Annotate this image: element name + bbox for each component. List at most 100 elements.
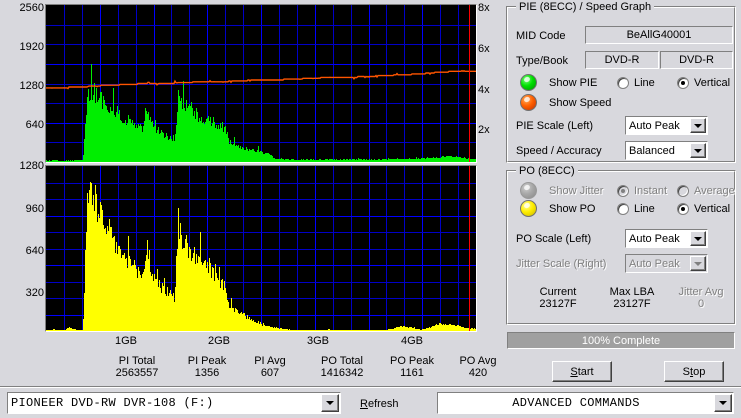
po-bar <box>123 255 124 331</box>
pie-bar <box>91 64 92 162</box>
chevron-down-icon[interactable] <box>321 394 339 412</box>
gridline-horizontal <box>46 199 476 200</box>
pie-bar <box>134 123 135 162</box>
po-scale-combobox[interactable]: Auto Peak <box>625 229 708 248</box>
pie-bar <box>92 100 93 162</box>
po-bar <box>215 264 216 331</box>
chevron-down-icon[interactable] <box>690 118 706 133</box>
pie-bar <box>170 136 171 162</box>
pie-bar <box>312 160 313 162</box>
po-vertical-radio[interactable] <box>677 203 689 215</box>
stat-label: PI Avg <box>254 355 286 367</box>
po-bar <box>200 232 201 331</box>
po-bar <box>89 190 90 331</box>
po-bar <box>230 308 231 331</box>
po-bar <box>252 321 253 331</box>
po-bar <box>391 329 392 331</box>
po-bar <box>232 308 233 331</box>
stop-button[interactable]: Stop <box>664 361 724 382</box>
po-bar <box>416 329 417 331</box>
jitter-scale-combobox: Auto Peak <box>625 254 708 273</box>
pie-bar <box>211 126 212 162</box>
chevron-down-icon[interactable] <box>690 231 706 246</box>
pie-scale-combobox[interactable]: Auto Peak <box>625 116 708 135</box>
po-vertical-label[interactable]: Vertical <box>694 203 731 215</box>
po-line-label[interactable]: Line <box>634 203 655 215</box>
pie-line-radio[interactable] <box>617 77 629 89</box>
po-bar <box>451 325 452 331</box>
po-bar <box>285 329 286 331</box>
pie-bar <box>103 96 104 162</box>
speed-accuracy-combobox[interactable]: Balanced <box>625 141 708 160</box>
pie-vertical-radio[interactable] <box>677 77 689 89</box>
pie-bar <box>313 159 314 162</box>
pie-vertical-label[interactable]: Vertical <box>694 77 731 89</box>
pie-bar <box>156 133 157 162</box>
pie-bar <box>74 160 75 162</box>
show-speed-label[interactable]: Show Speed <box>549 97 612 109</box>
po-bar <box>430 328 431 331</box>
pie-bar <box>257 150 258 162</box>
po-scale-label: PO Scale (Left) <box>516 233 592 245</box>
current-lba-stat: Current 23127F <box>522 286 594 310</box>
gridline-vertical <box>404 166 405 331</box>
command-select-combobox[interactable]: ADVANCED COMMANDS <box>437 392 734 414</box>
po-bar <box>309 330 310 331</box>
show-jitter-label: Show Jitter <box>549 185 604 197</box>
po-bar <box>317 330 318 331</box>
pie-bar <box>80 160 81 162</box>
po-bar <box>185 239 186 331</box>
pie-bar <box>315 160 316 162</box>
po-bar <box>374 330 375 331</box>
po-bar <box>406 327 407 331</box>
pie-bar <box>209 121 210 162</box>
po-bar <box>350 330 351 331</box>
pie-bar <box>439 158 440 162</box>
jitter-scale-value: Auto Peak <box>629 257 680 270</box>
pie-bar <box>275 159 276 162</box>
chevron-down-icon[interactable] <box>690 143 706 158</box>
pie-bar <box>224 127 225 162</box>
gridline-vertical <box>279 166 280 331</box>
pie-bar <box>46 160 47 162</box>
pie-bar <box>238 145 239 162</box>
refresh-label[interactable]: Refresh <box>360 398 399 410</box>
pie-bar <box>410 159 411 162</box>
pie-bar <box>165 137 166 162</box>
speed-line-series <box>46 69 476 90</box>
po-bar <box>80 330 81 331</box>
drive-select-combobox[interactable]: PIONEER DVD-RW DVR-108 (F:) <box>7 392 341 414</box>
pie-bar <box>305 160 306 162</box>
po-bar <box>456 326 457 331</box>
po-bar <box>370 330 371 331</box>
pie-bar <box>417 159 418 162</box>
pie-bar <box>415 159 416 162</box>
pie-line-label[interactable]: Line <box>634 77 655 89</box>
po-bar <box>449 324 450 331</box>
show-po-label[interactable]: Show PO <box>549 203 596 215</box>
pie-bar <box>334 159 335 162</box>
chevron-down-icon[interactable] <box>714 394 732 412</box>
show-speed-led[interactable] <box>520 94 537 111</box>
po-bar <box>190 249 191 331</box>
pie-bar <box>128 115 129 162</box>
pie-bar <box>387 160 388 162</box>
pie-bar <box>272 156 273 162</box>
pie-bar <box>329 159 330 162</box>
show-pie-label[interactable]: Show PIE <box>549 77 598 89</box>
po-bar <box>353 330 354 331</box>
pie-bar <box>433 157 434 162</box>
pie-bar <box>147 114 148 162</box>
po-bar <box>296 330 297 331</box>
show-pie-led[interactable] <box>520 74 537 91</box>
start-button[interactable]: Start <box>552 361 612 382</box>
po-bar <box>454 325 455 331</box>
po-line-radio[interactable] <box>617 203 629 215</box>
show-po-led[interactable] <box>520 200 537 217</box>
pie-bar <box>81 160 82 162</box>
pie-bar <box>423 158 424 162</box>
pie-bar <box>419 159 420 162</box>
po-bar <box>60 330 61 331</box>
stat-value: 420 <box>468 367 488 379</box>
axis-left-bottom-tick-3: 320 <box>25 287 44 299</box>
